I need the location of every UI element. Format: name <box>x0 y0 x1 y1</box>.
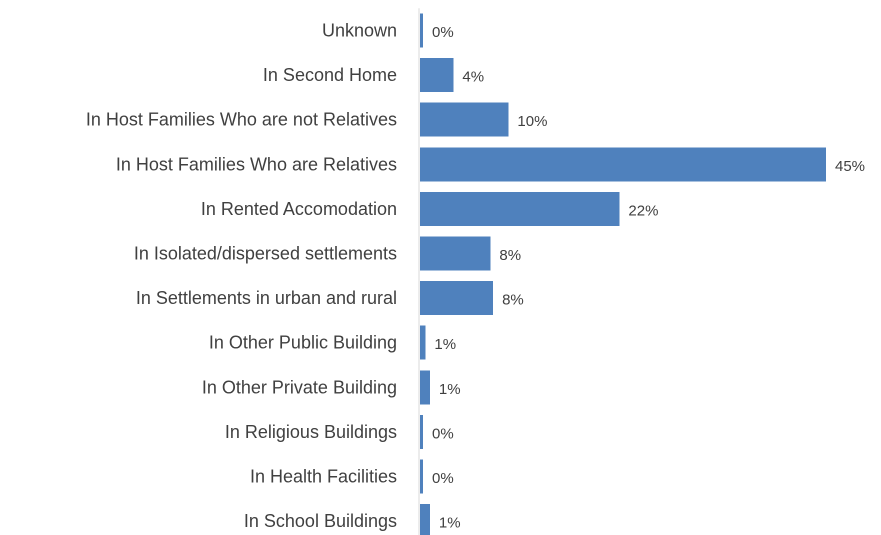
category-label: In Host Families Who are not Relatives <box>86 110 397 130</box>
category-label: In Host Families Who are Relatives <box>116 154 397 174</box>
data-label: 45% <box>835 158 865 175</box>
bar <box>420 58 454 93</box>
bar <box>420 191 620 226</box>
category-label: In Rented Accomodation <box>201 199 397 219</box>
data-label: 10% <box>517 113 547 130</box>
bar <box>420 414 423 449</box>
data-label: 8% <box>502 292 524 309</box>
bar <box>420 325 426 360</box>
bar <box>420 236 491 271</box>
data-label: 0% <box>432 24 454 41</box>
data-label: 8% <box>499 247 521 264</box>
bar <box>420 102 509 137</box>
category-label: In Health Facilities <box>250 467 397 487</box>
category-label: In Second Home <box>263 65 397 85</box>
category-label: In Isolated/dispersed settlements <box>134 244 397 264</box>
bar <box>420 147 826 182</box>
data-label: 0% <box>432 470 454 487</box>
bar <box>420 281 494 316</box>
category-label: In Other Public Building <box>209 333 397 353</box>
bar <box>420 459 423 494</box>
data-label: 1% <box>439 381 461 398</box>
data-label: 22% <box>628 202 658 219</box>
category-label: In Religious Buildings <box>225 422 397 442</box>
category-label: In Other Private Building <box>202 377 397 397</box>
category-label: In School Buildings <box>244 511 397 531</box>
data-label: 0% <box>432 425 454 442</box>
category-label: Unknown <box>322 21 397 41</box>
bar <box>420 504 430 535</box>
category-label: In Settlements in urban and rural <box>136 288 397 308</box>
data-label: 1% <box>439 515 461 532</box>
data-label: 4% <box>462 69 484 86</box>
data-label: 1% <box>434 336 456 353</box>
bar <box>420 13 423 48</box>
bar <box>420 370 430 405</box>
